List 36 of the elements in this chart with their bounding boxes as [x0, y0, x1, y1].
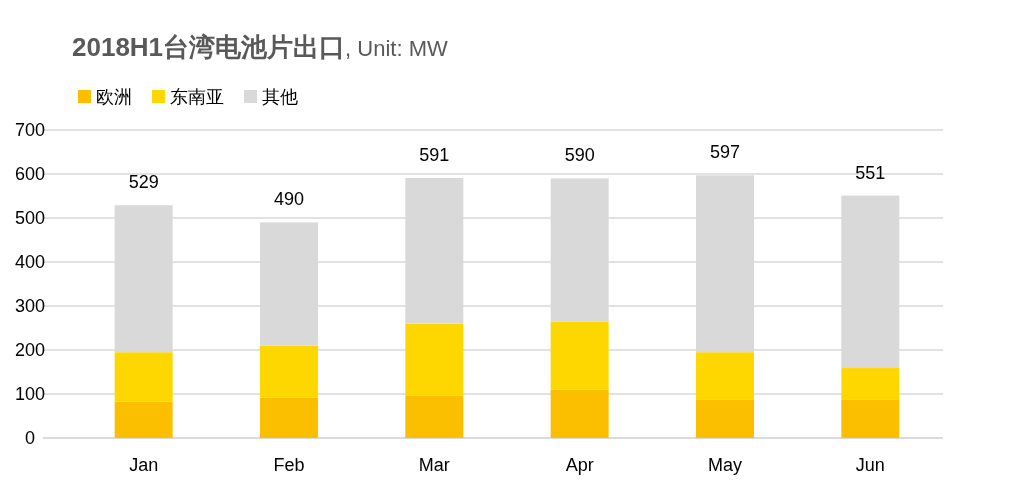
total-label: 529	[128, 172, 159, 193]
y-tick-label: 400	[14, 252, 46, 272]
chart-title: 2018H1台湾电池片出口, Unit: MW	[72, 32, 448, 62]
total-label: 590	[564, 145, 595, 166]
y-tick-label: 300	[14, 296, 46, 316]
x-tick-label: Feb	[273, 455, 305, 475]
bar	[405, 323, 464, 396]
x-tick-label: May	[707, 455, 743, 475]
total-label: 591	[419, 144, 450, 165]
bar	[550, 389, 609, 438]
y-tick-label: 700	[14, 120, 46, 140]
bar	[696, 399, 754, 438]
total-label: 490	[273, 189, 305, 210]
y-tick-label: 100	[14, 384, 46, 404]
bar	[114, 352, 173, 402]
legend-label: 其他	[262, 87, 298, 107]
bar	[260, 397, 318, 438]
bar	[550, 321, 609, 390]
bar	[841, 399, 900, 438]
bar	[405, 395, 464, 438]
y-tick-label: 200	[14, 340, 46, 360]
y-tick-label: 600	[14, 164, 46, 184]
x-tick-label: Mar	[418, 455, 450, 475]
y-tick-label: 0	[24, 428, 36, 448]
total-label: 551	[855, 162, 886, 183]
x-tick-label: Jan	[129, 455, 159, 475]
legend-label: 东南亚	[170, 87, 224, 107]
total-label: 597	[709, 142, 741, 163]
legend-label: 欧洲	[96, 87, 132, 107]
bar	[696, 352, 754, 400]
x-tick-label: Apr	[565, 455, 594, 475]
bar	[260, 345, 318, 398]
y-tick-label: 500	[14, 208, 46, 228]
x-tick-label: Jun	[855, 455, 885, 475]
bar	[841, 368, 900, 400]
bar	[114, 401, 173, 438]
